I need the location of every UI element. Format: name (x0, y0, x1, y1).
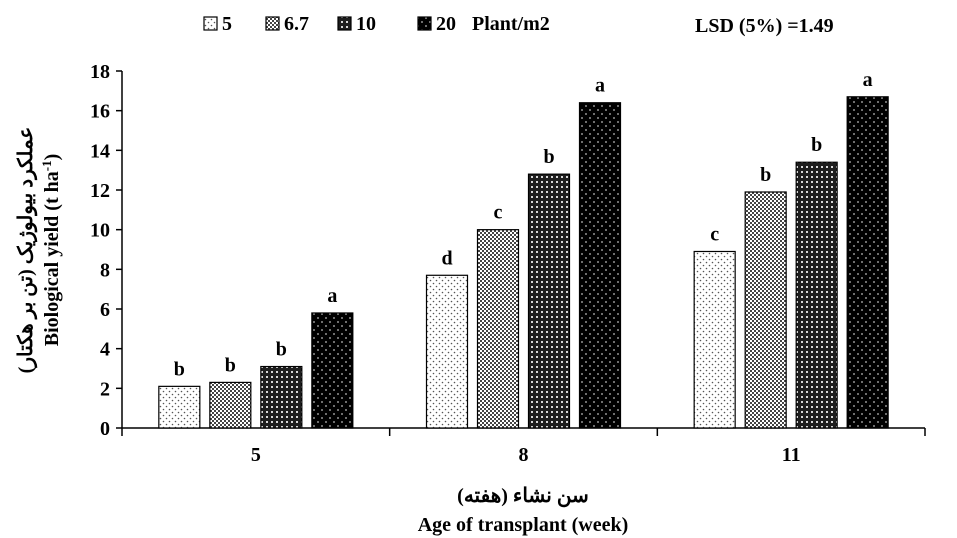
legend-label: 5 (222, 13, 232, 35)
bar-series-6.7-cat-11 (744, 191, 787, 429)
y-tick-label: 2 (100, 378, 110, 400)
bar-series-10-cat-11 (795, 161, 838, 429)
y-tick-label: 8 (100, 259, 110, 281)
significance-letter: b (225, 354, 236, 376)
significance-letter: a (863, 69, 873, 91)
legend-unit: Plant/m2 (472, 13, 550, 35)
bar-series-5-cat-11 (693, 250, 736, 429)
bar-series-20-cat-8 (578, 102, 622, 429)
legend-label: 10 (356, 13, 376, 35)
significance-letter: c (494, 202, 503, 224)
y-axis-title-fa: عملکرد بیولوژیک (تن بر هکتار) (15, 127, 38, 374)
x-axis-title-fa: سن نشاء (هفته) (457, 485, 589, 508)
significance-letter: c (710, 223, 719, 245)
bar-series-6.7-cat-8 (476, 229, 520, 429)
significance-letter: d (441, 247, 452, 269)
lsd-label: LSD (5%) =1.49 (695, 15, 834, 37)
y-ticks: 0 2 4 6 8 10 12 14 16 18 (90, 61, 122, 440)
x-ticks: 5 8 11 (121, 428, 926, 466)
significance-letter: b (276, 339, 287, 361)
bar-series-10-cat-5 (260, 365, 303, 429)
y-axis-title-en: Biological yield (t ha-1) (39, 154, 64, 347)
significance-letter: b (760, 164, 771, 186)
y-tick-label: 4 (100, 339, 110, 361)
bar-series-10-cat-8 (527, 173, 571, 429)
bar-series-6.7-cat-5 (209, 381, 252, 429)
legend-label: 20 (436, 13, 456, 35)
y-tick-label: 16 (90, 101, 110, 123)
legend-swatch (417, 16, 432, 31)
y-tick-label: 18 (90, 61, 110, 83)
bar-series-20-cat-5 (311, 312, 354, 429)
y-tick-label: 12 (90, 180, 110, 202)
legend-swatch (203, 16, 218, 31)
x-axis-title-en: Age of transplant (week) (418, 514, 629, 536)
y-tick-label: 0 (100, 418, 110, 440)
bars: b b b a d c b a c b b a (158, 69, 889, 429)
significance-letter: a (327, 285, 337, 307)
x-tick-label: 5 (251, 444, 261, 466)
y-tick-label: 6 (100, 299, 110, 321)
legend-label: 6.7 (284, 13, 309, 35)
significance-letter: a (595, 75, 605, 97)
legend-swatch (265, 16, 280, 31)
significance-letter: b (543, 146, 554, 168)
legend: 5 6.7 10 20 Plant/m2 (203, 13, 550, 35)
bar-series-20-cat-11 (846, 96, 889, 429)
y-tick-label: 10 (90, 220, 110, 242)
bar-series-5-cat-8 (425, 274, 469, 429)
x-tick-label: 11 (782, 444, 801, 466)
bar-series-5-cat-5 (158, 385, 201, 429)
significance-letter: b (174, 358, 185, 380)
significance-letter: b (811, 134, 822, 156)
y-tick-label: 14 (90, 140, 110, 162)
legend-swatch (337, 16, 352, 31)
x-tick-label: 8 (519, 444, 529, 466)
